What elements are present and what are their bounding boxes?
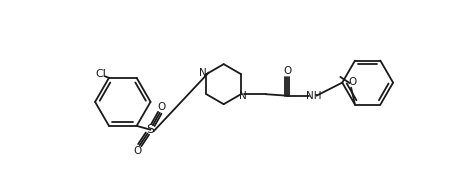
Text: N: N xyxy=(239,91,247,101)
Text: Cl: Cl xyxy=(95,69,106,79)
Text: NH: NH xyxy=(307,91,322,101)
Text: O: O xyxy=(157,102,165,112)
Text: S: S xyxy=(146,123,154,136)
Text: O: O xyxy=(133,146,141,155)
Text: O: O xyxy=(349,77,357,86)
Text: O: O xyxy=(284,66,292,76)
Text: N: N xyxy=(199,68,207,78)
